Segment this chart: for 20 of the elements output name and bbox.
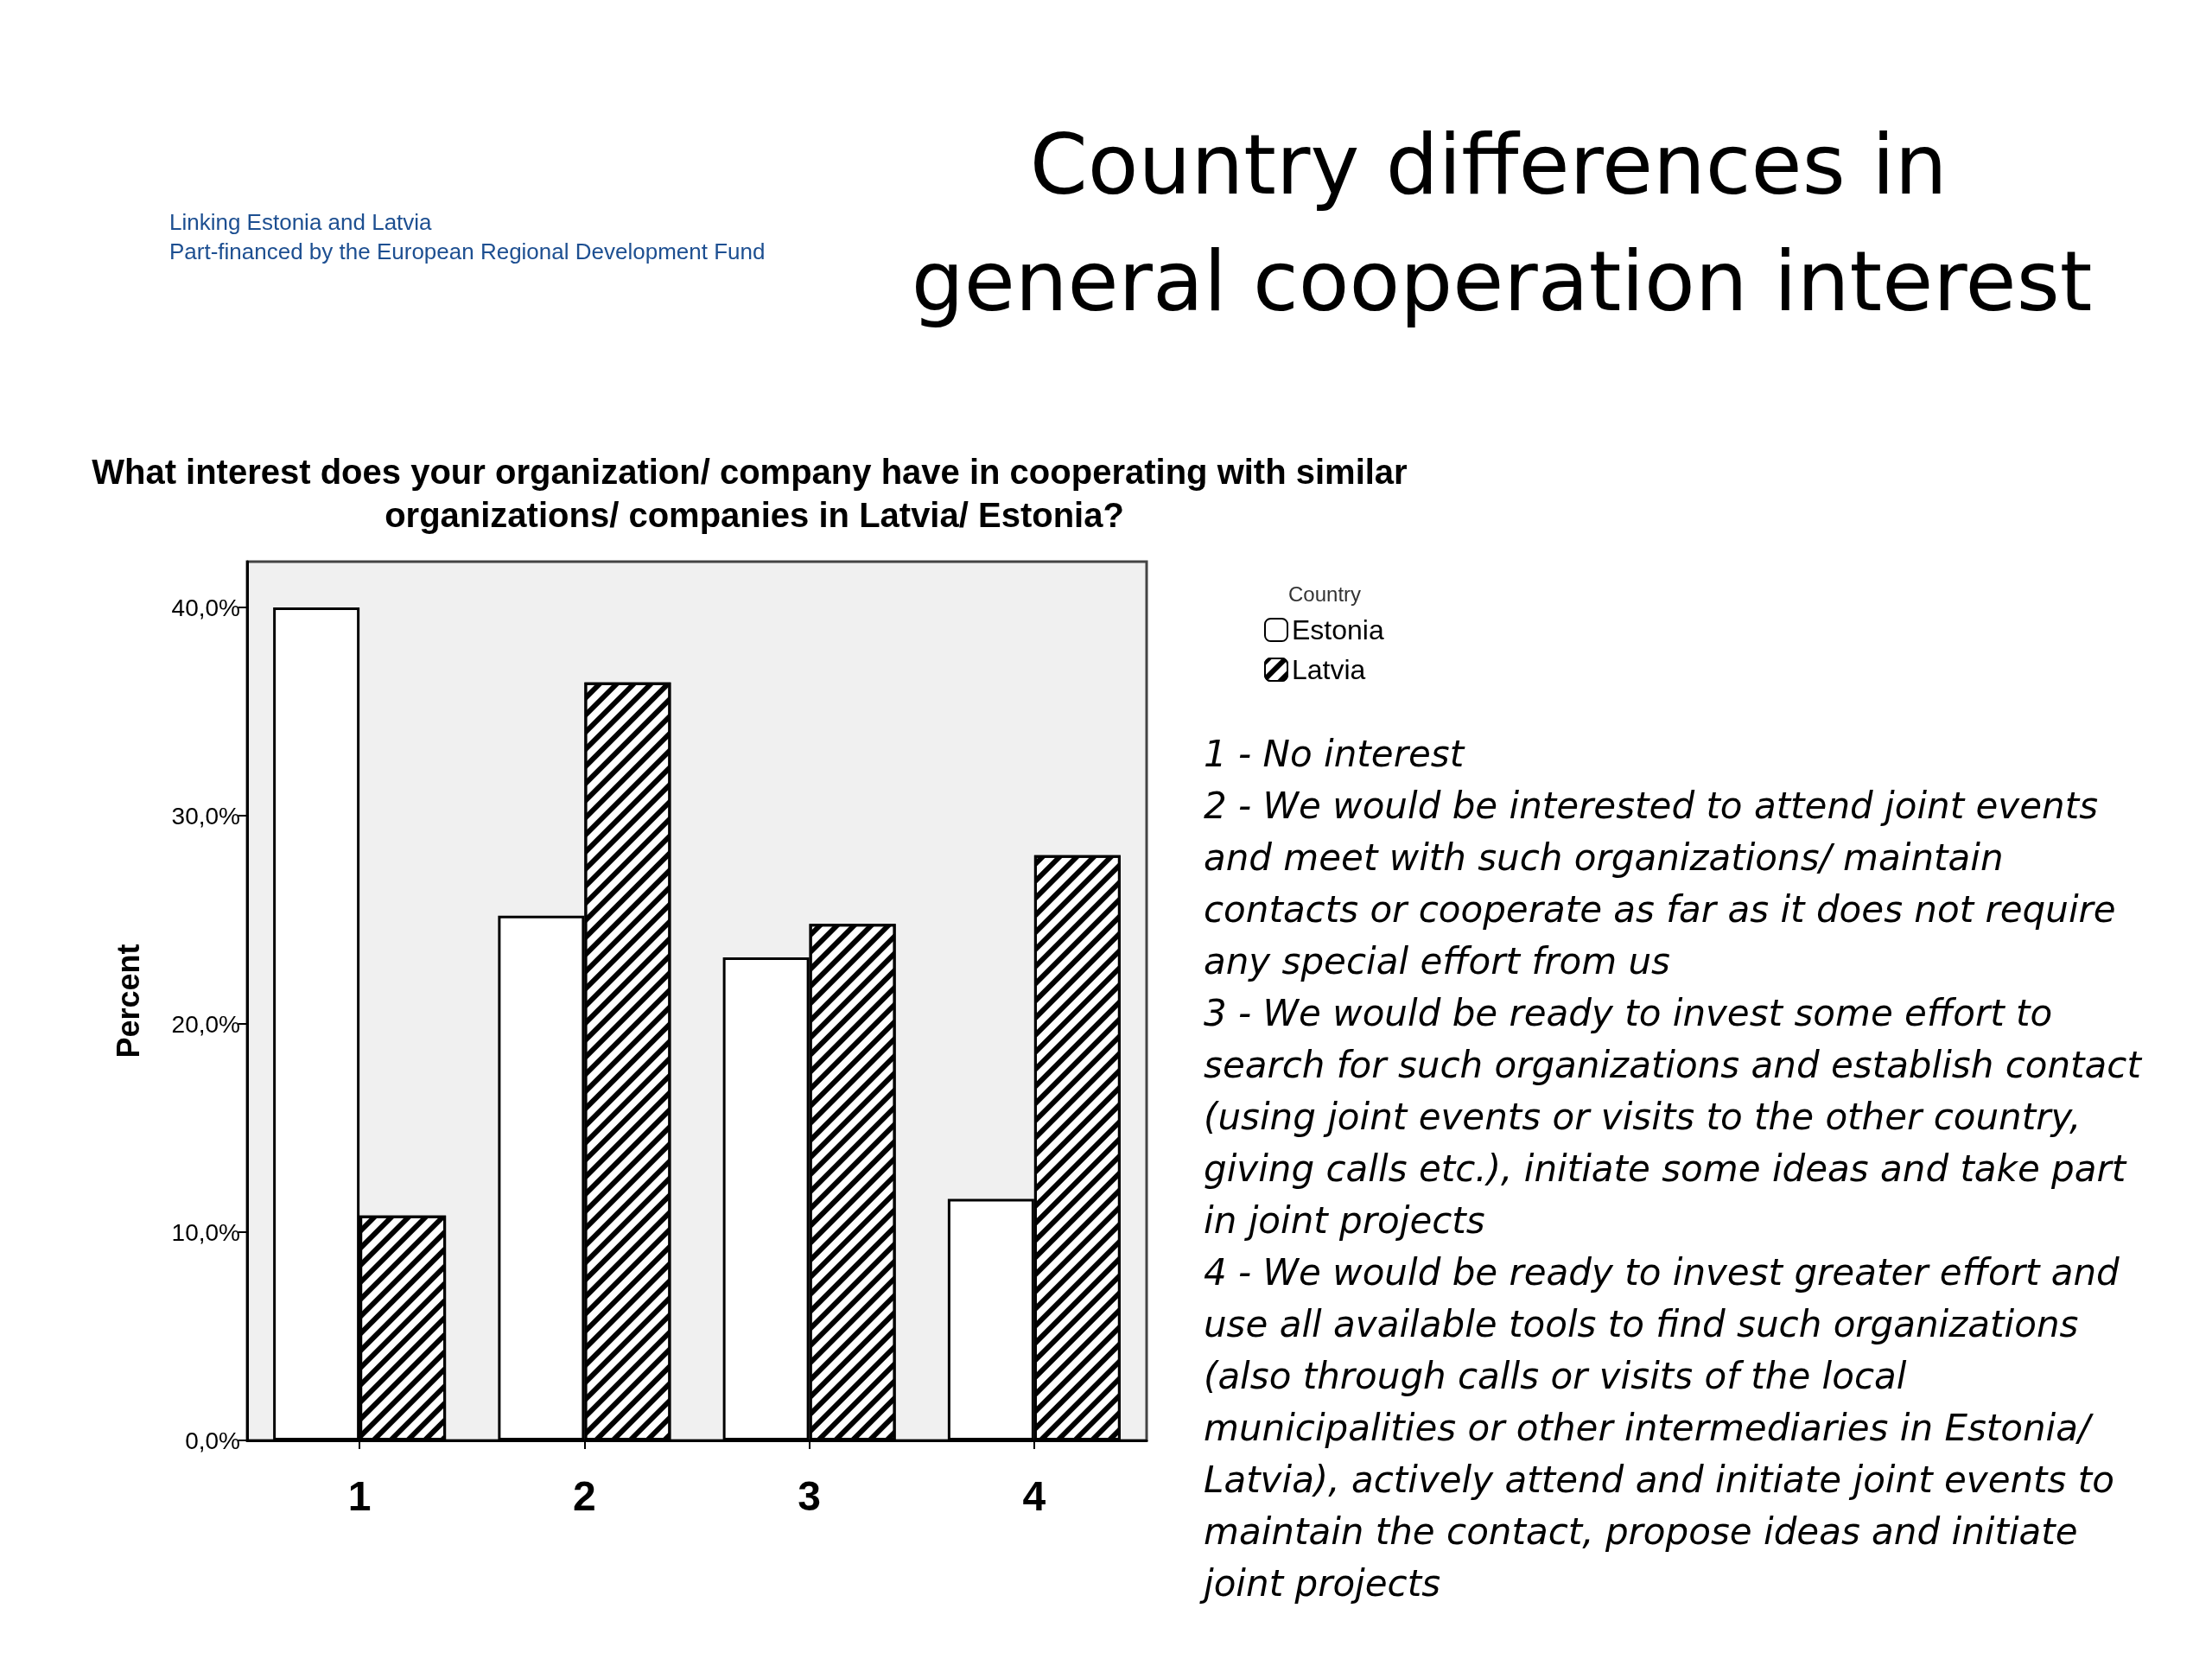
text: Part-financed by the European Regional Development Fund (169, 238, 766, 266)
legend-title: Country (1288, 582, 1362, 606)
text: 2 - We would be interested to attend joint events and meet with such organizations/ maintain contacts or cooperate as far as it does not require any special effort from us (1204, 784, 2117, 984)
x-tick-label: 2 (573, 1472, 596, 1519)
text: Linking Estonia and Latvia (169, 208, 433, 237)
chart-subtitle: What interest does your organization/ company have in cooperating with similar organizations/ companies in Latvia/ Estonia? (92, 453, 1417, 534)
legend-label: Estonia (1292, 614, 1384, 645)
y-tick-label: 20,0% (171, 1010, 240, 1038)
text: 1 - No interest (1204, 732, 1466, 777)
x-tick-label: 3 (798, 1472, 821, 1519)
y-tick-label: 40,0% (171, 594, 240, 621)
text: 3 - We would be ready to invest some effort to search for such organizations and establish contact (using joint events or visits to the other country, giving calls etc.), initiate some ideas and take part in joint projects (1204, 991, 2144, 1243)
x-tick-label: 1 (347, 1472, 372, 1519)
y-axis-title: Percent (110, 944, 146, 1058)
y-tick-label: 30,0% (171, 802, 240, 830)
y-tick-label: 0,0% (185, 1427, 240, 1454)
text: Country differences in general cooperation interest (911, 116, 2093, 330)
y-tick-label: 10,0% (171, 1218, 240, 1246)
x-tick-label: 4 (1022, 1472, 1046, 1519)
legend-label: Latvia (1292, 654, 1366, 685)
